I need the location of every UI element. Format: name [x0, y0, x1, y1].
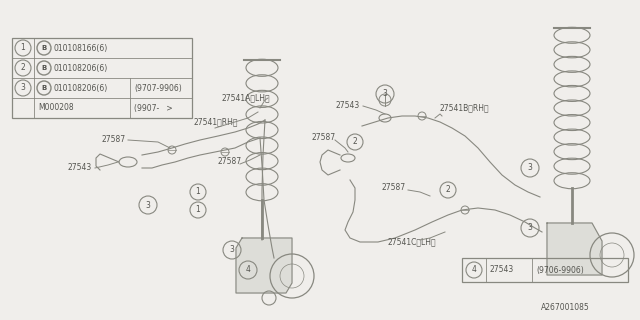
Text: 27541A〈LH〉: 27541A〈LH〉: [222, 93, 271, 102]
Polygon shape: [236, 238, 292, 293]
Text: 4: 4: [246, 266, 250, 275]
Text: 27543: 27543: [68, 164, 92, 172]
Text: 2: 2: [353, 138, 357, 147]
Text: 010108206(6): 010108206(6): [54, 63, 108, 73]
Text: 3: 3: [527, 164, 532, 172]
Text: 3: 3: [230, 245, 234, 254]
Text: 27587: 27587: [102, 135, 126, 145]
Text: 1: 1: [196, 205, 200, 214]
Text: 27541B〈RH〉: 27541B〈RH〉: [440, 103, 490, 113]
Text: 3: 3: [383, 90, 387, 99]
Text: 2: 2: [445, 186, 451, 195]
Text: B: B: [42, 85, 47, 91]
Bar: [12, 38, 192, 118]
Text: 27543: 27543: [490, 266, 515, 275]
Text: B: B: [42, 65, 47, 71]
Text: 3: 3: [145, 201, 150, 210]
Text: 27587: 27587: [312, 133, 336, 142]
Text: 010108206(6): 010108206(6): [54, 84, 108, 92]
Text: 010108166(6): 010108166(6): [54, 44, 108, 52]
Text: (9907-   >: (9907- >: [134, 103, 173, 113]
Text: 3: 3: [20, 84, 26, 92]
Text: 1: 1: [20, 44, 26, 52]
Text: 27541C〈LH〉: 27541C〈LH〉: [388, 237, 436, 246]
Text: 1: 1: [196, 188, 200, 196]
Text: A267001085: A267001085: [541, 303, 590, 313]
Text: 27587: 27587: [382, 183, 406, 193]
Text: M000208: M000208: [38, 103, 74, 113]
Bar: [462, 258, 628, 282]
Text: 4: 4: [472, 266, 476, 275]
Text: 27541〈RH〉: 27541〈RH〉: [193, 117, 237, 126]
Text: 3: 3: [527, 223, 532, 233]
Text: (9706-9906): (9706-9906): [536, 266, 584, 275]
Text: 27587: 27587: [218, 157, 242, 166]
Text: B: B: [42, 45, 47, 51]
Text: (9707-9906): (9707-9906): [134, 84, 182, 92]
Text: 27543: 27543: [336, 101, 360, 110]
Text: 2: 2: [20, 63, 26, 73]
Polygon shape: [547, 223, 602, 275]
